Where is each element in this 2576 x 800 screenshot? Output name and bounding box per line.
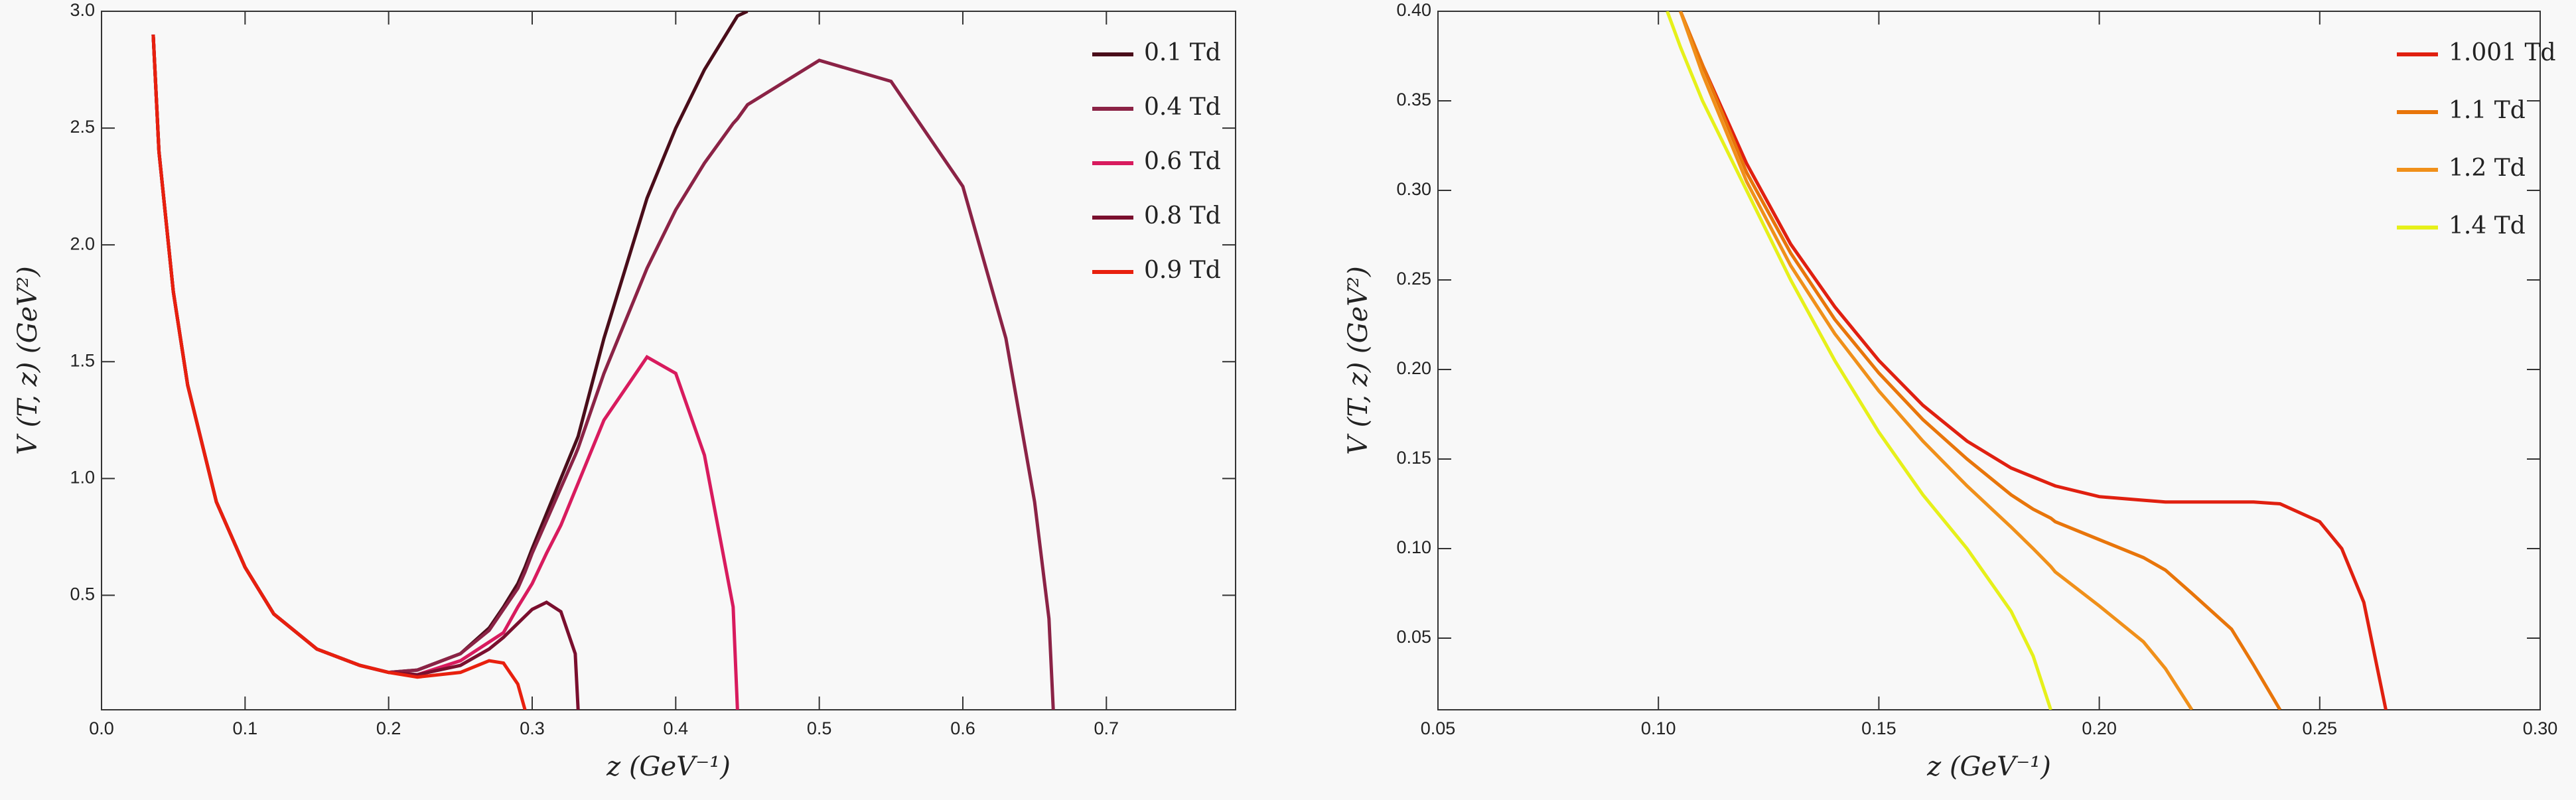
y-tick-label: 2.0: [70, 233, 95, 253]
x-tick-label: 0.0: [89, 718, 114, 738]
series-line: [151, 34, 527, 710]
legend-label: 1.1 Td: [2449, 97, 2526, 124]
x-tick-label: 0.2: [376, 718, 401, 738]
legend-label: 0.9 Td: [1144, 257, 1221, 284]
x-tick-label: 0.10: [1641, 718, 1676, 738]
y-tick-label: 0.30: [1396, 179, 1431, 199]
x-tick-label: 0.30: [2523, 718, 2558, 738]
y-tick-label: 0.35: [1396, 90, 1431, 109]
x-axis-label: z (GeV⁻¹): [606, 752, 731, 782]
y-tick-label: 2.5: [70, 117, 95, 137]
x-tick-label: 0.05: [1421, 718, 1456, 738]
y-axis-label: V (T, z) (GeV²): [13, 266, 43, 455]
x-tick-label: 0.5: [807, 718, 832, 738]
legend-label: 1.001 Td: [2449, 39, 2556, 66]
y-tick-label: 3.0: [70, 0, 95, 20]
plot-area: [101, 11, 1236, 710]
y-tick-label: 0.5: [70, 584, 95, 604]
legend-label: 1.2 Td: [2449, 155, 2526, 182]
series-line: [1679, 11, 2282, 710]
chart: 0.0 0.1 0.2 0.3 0.4 0.5 0.6 0.7 0.5 1.0 1.5 2.0 2.5 3…: [13, 0, 1236, 782]
legend-label: 0.4 Td: [1144, 94, 1221, 121]
y-tick-label: 0.25: [1396, 269, 1431, 289]
x-tick-label: 0.4: [664, 718, 689, 738]
y-tick-label: 0.20: [1396, 358, 1431, 378]
plot-area: [1437, 11, 2541, 710]
legend-label: 0.1 Td: [1144, 39, 1221, 66]
x-tick-label: 0.7: [1094, 718, 1119, 738]
legend-label: 1.4 Td: [2449, 212, 2526, 239]
x-axis-label: z (GeV⁻¹): [1926, 752, 2051, 782]
x-tick-label: 0.25: [2303, 718, 2338, 738]
series-line: [1679, 11, 2194, 710]
x-tick-label: 0.3: [520, 718, 545, 738]
x-tick-label: 0.15: [1861, 718, 1896, 738]
y-tick-label: 0.40: [1396, 0, 1431, 20]
x-tick-label: 0.1: [233, 718, 258, 738]
y-tick-label: 0.15: [1396, 448, 1431, 468]
x-tick-label: 0.6: [950, 718, 975, 738]
x-tick-label: 0.20: [2082, 718, 2117, 738]
y-tick-label: 1.5: [70, 350, 95, 370]
chart: 0.05 0.10 0.15 0.20 0.25 0.30 0.05 0.10 0.15 0.20…: [1343, 0, 2557, 782]
series-line: [1679, 11, 2388, 710]
y-tick-label: 1.0: [70, 467, 95, 487]
y-tick-label: 0.05: [1396, 627, 1431, 647]
legend-label: 0.6 Td: [1144, 148, 1221, 175]
legend-label: 0.8 Td: [1144, 202, 1221, 230]
y-tick-label: 0.10: [1396, 537, 1431, 557]
y-axis-label: V (T, z) (GeV²): [1343, 266, 1374, 455]
series-line: [1666, 11, 2052, 710]
